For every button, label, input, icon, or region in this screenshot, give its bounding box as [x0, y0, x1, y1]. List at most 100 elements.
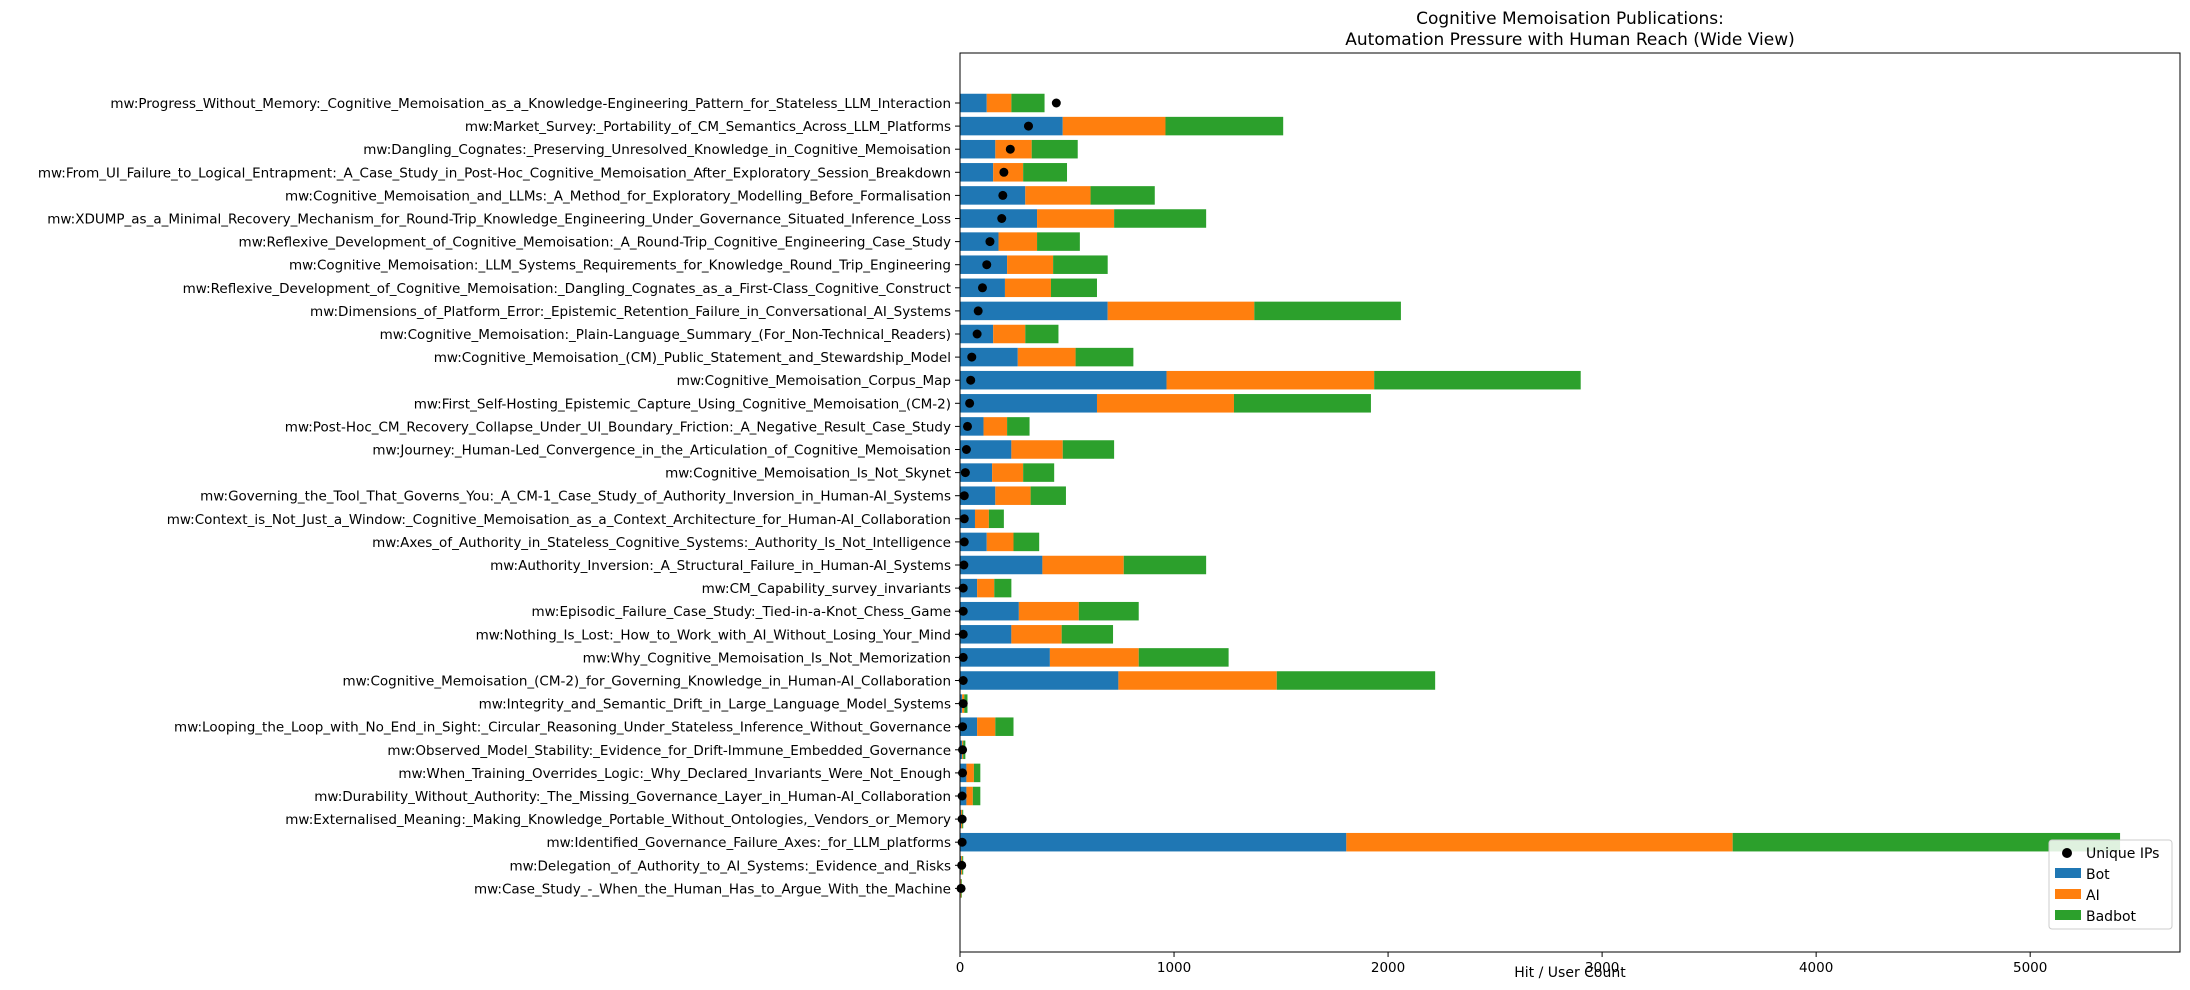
bar-ai-6	[998, 232, 1038, 251]
y-tick-label-4: mw:Cognitive_Memoisation_and_LLMs:_A_Met…	[285, 188, 951, 204]
y-tick-label-2: mw:Dangling_Cognates:_Preserving_Unresol…	[363, 142, 951, 158]
bar-ai-24	[1049, 648, 1139, 667]
bar-ai-23	[1011, 625, 1062, 644]
legend-swatch-ai	[2055, 889, 2081, 899]
bar-badbot-2	[1031, 139, 1078, 159]
bar-badbot-17	[1030, 486, 1066, 505]
bar-ai-7	[1007, 255, 1054, 274]
bar-badbot-27	[995, 717, 1014, 736]
bar-bot-22	[960, 601, 1019, 621]
y-tick-label-10: mw:Cognitive_Memoisation:_Plain-Language…	[380, 327, 951, 343]
dot-unique-ips-3	[999, 167, 1009, 177]
bar-badbot-29	[973, 763, 981, 783]
dot-unique-ips-7	[982, 260, 992, 270]
bar-badbot-19	[1013, 532, 1040, 552]
bar-bot-3	[960, 163, 994, 182]
bar-badbot-21	[994, 578, 1012, 598]
bar-bot-17	[960, 486, 996, 505]
bar-ai-32	[1346, 832, 1733, 852]
legend-swatch-badbot	[2055, 910, 2081, 920]
bar-ai-29	[966, 763, 974, 783]
y-tick-label-15: mw:Journey:_Human-Led_Convergence_in_the…	[372, 443, 951, 459]
dot-unique-ips-9	[973, 306, 983, 316]
x-axis-label: Hit / User Count	[1514, 965, 1626, 981]
dot-unique-ips-23	[958, 629, 968, 639]
y-tick-label-27: mw:Looping_the_Loop_with_No_End_in_Sight…	[174, 720, 951, 736]
bar-ai-19	[986, 532, 1014, 552]
bar-ai-4	[1025, 186, 1091, 205]
y-tick-label-19: mw:Axes_of_Authority_in_Stateless_Cognit…	[372, 535, 951, 551]
bar-bot-15	[960, 440, 1012, 459]
y-tick-label-24: mw:Why_Cognitive_Memoisation_Is_Not_Memo…	[583, 650, 951, 666]
bar-badbot-20	[1123, 555, 1207, 575]
dot-unique-ips-34	[956, 883, 966, 893]
y-tick-label-21: mw:CM_Capability_survey_invariants	[702, 581, 951, 597]
bar-ai-5	[1037, 209, 1115, 228]
bar-badbot-23	[1061, 625, 1114, 644]
y-tick-label-20: mw:Authority_Inversion:_A_Structural_Fai…	[490, 558, 951, 574]
bar-ai-25	[1118, 671, 1277, 690]
chart-subtitle: Automation Pressure with Human Reach (Wi…	[1345, 30, 1794, 50]
y-tick-label-32: mw:Identified_Governance_Failure_Axes:_f…	[546, 835, 951, 851]
dot-unique-ips-33	[957, 860, 967, 870]
dot-unique-ips-4	[998, 190, 1008, 200]
dot-unique-ips-21	[958, 583, 968, 593]
y-tick-label-18: mw:Context_is_Not_Just_a_Window:_Cogniti…	[167, 512, 951, 528]
plot-frame	[959, 52, 2181, 953]
bar-ai-8	[1004, 278, 1051, 298]
legend-label-unique-ips: Unique IPs	[2086, 846, 2159, 862]
bar-ai-10	[993, 324, 1026, 344]
bar-badbot-0	[1011, 93, 1045, 113]
bar-bot-12	[960, 370, 1167, 390]
bar-bot-13	[960, 394, 1097, 413]
legend-swatch-bot	[2055, 868, 2081, 878]
bar-bot-11	[960, 347, 1018, 367]
x-tick-label-4: 4000	[1799, 960, 1833, 976]
bar-badbot-1	[1165, 116, 1284, 136]
bar-badbot-16	[1023, 463, 1055, 482]
y-tick-label-26: mw:Integrity_and_Semantic_Drift_in_Large…	[479, 697, 951, 713]
dot-unique-ips-22	[958, 606, 968, 616]
y-tick-label-28: mw:Observed_Model_Stability:_Evidence_fo…	[387, 743, 951, 759]
dot-unique-ips-18	[959, 514, 969, 524]
bar-ai-17	[995, 486, 1031, 505]
y-tick-label-9: mw:Dimensions_of_Platform_Error:_Epistem…	[310, 304, 951, 320]
bar-badbot-30	[972, 786, 981, 806]
legend-label-badbot: Badbot	[2086, 909, 2137, 925]
bar-ai-1	[1062, 116, 1166, 136]
y-tick-label-13: mw:First_Self-Hosting_Epistemic_Capture_…	[414, 396, 951, 412]
bar-ai-20	[1042, 555, 1124, 575]
y-tick-label-25: mw:Cognitive_Memoisation_(CM-2)_for_Gove…	[342, 674, 951, 690]
bar-bot-20	[960, 555, 1043, 575]
x-tick-label-1: 1000	[1157, 960, 1191, 976]
bar-ai-0	[986, 93, 1012, 113]
bar-badbot-4	[1090, 186, 1155, 205]
bar-badbot-6	[1037, 232, 1080, 251]
bars-group	[960, 93, 2121, 898]
bar-ai-27	[977, 717, 996, 736]
bar-ai-9	[1107, 301, 1255, 321]
bar-ai-15	[1011, 440, 1063, 459]
bar-ai-12	[1166, 370, 1375, 390]
bar-ai-21	[977, 578, 995, 598]
x-tick-label-3: 3000	[1585, 960, 1619, 976]
bar-bot-27	[960, 717, 978, 736]
bar-badbot-18	[988, 509, 1004, 529]
dot-unique-ips-0	[1051, 98, 1061, 108]
bar-bot-19	[960, 532, 987, 552]
dot-unique-ips-8	[977, 283, 987, 293]
y-tick-label-30: mw:Durability_Without_Authority:_The_Mis…	[314, 789, 951, 805]
bar-badbot-11	[1075, 347, 1134, 367]
bar-bot-2	[960, 139, 996, 159]
dot-unique-ips-17	[959, 491, 969, 501]
y-tick-label-0: mw:Progress_Without_Memory:_Cognitive_Me…	[110, 96, 951, 112]
legend-label-ai: AI	[2086, 888, 2100, 904]
dot-unique-ips-1	[1023, 121, 1033, 131]
y-tick-label-7: mw:Cognitive_Memoisation:_LLM_Systems_Re…	[289, 258, 951, 274]
bar-ai-13	[1096, 394, 1234, 413]
legend-box	[2048, 839, 2173, 930]
dot-unique-ips-20	[959, 560, 969, 570]
legend-label-bot: Bot	[2086, 867, 2110, 883]
bar-ai-30	[966, 786, 973, 806]
